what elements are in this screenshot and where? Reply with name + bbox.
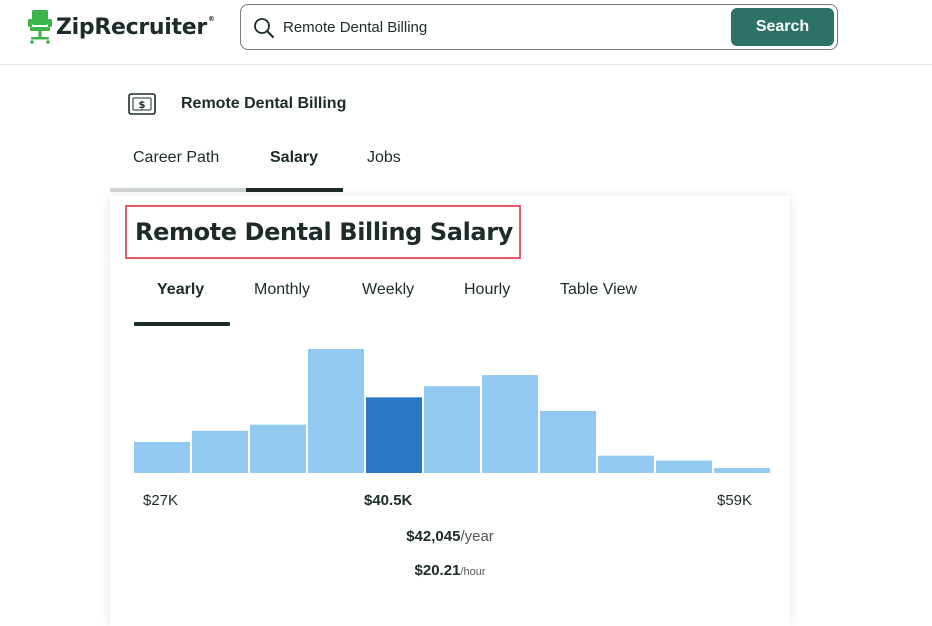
search-input[interactable] <box>283 14 723 40</box>
histogram-bar[interactable] <box>192 430 248 473</box>
tab-jobs[interactable]: Jobs <box>367 149 401 166</box>
money-icon: $ <box>128 93 156 115</box>
search-bar: Search <box>240 4 838 50</box>
salary-card: Remote Dental Billing Salary Yearly Mont… <box>110 196 790 626</box>
search-icon <box>254 18 274 38</box>
heading-highlight-box: Remote Dental Billing Salary <box>125 205 521 259</box>
annual-salary-value: $42,045 <box>406 528 461 545</box>
tabs-underline <box>110 188 343 192</box>
hourly-salary-unit: /hour <box>460 566 486 578</box>
job-title-row: $ Remote Dental Billing <box>128 92 346 116</box>
salary-heading: Remote Dental Billing Salary <box>135 218 513 246</box>
salary-histogram <box>134 349 770 473</box>
hourly-salary-value: $20.21 <box>414 562 461 579</box>
histogram-bar[interactable] <box>598 455 654 473</box>
tab-yearly[interactable]: Yearly <box>157 281 205 298</box>
top-header: ZipRecruiter® Search <box>0 0 932 65</box>
active-tab-underline <box>246 188 343 192</box>
annual-salary-unit: /year <box>460 528 494 545</box>
tab-monthly[interactable]: Monthly <box>254 281 311 298</box>
histogram-bar-highlighted[interactable] <box>366 397 422 473</box>
histogram-bar[interactable] <box>714 468 770 473</box>
histogram-bar[interactable] <box>308 349 364 473</box>
tab-career-path[interactable]: Career Path <box>133 149 220 166</box>
histogram-bar[interactable] <box>656 460 712 473</box>
tab-hourly[interactable]: Hourly <box>464 281 511 298</box>
hourly-salary: $20.21/hour <box>110 562 790 579</box>
tab-salary[interactable]: Salary <box>270 149 319 166</box>
chair-logo-icon <box>28 10 52 44</box>
job-title: Remote Dental Billing <box>181 95 347 112</box>
range-high-label: $59K <box>717 492 753 509</box>
range-mid-label: $40.5K <box>364 492 413 509</box>
histogram-bar[interactable] <box>250 424 306 473</box>
svg-text:$: $ <box>139 100 146 111</box>
range-low-label: $27K <box>143 492 179 509</box>
histogram-bar[interactable] <box>134 442 190 473</box>
search-button[interactable]: Search <box>731 8 834 46</box>
ziprecruiter-logo[interactable]: ZipRecruiter® <box>28 10 215 44</box>
logo-wordmark: ZipRecruiter® <box>56 14 215 40</box>
job-tabs: Career Path Salary Jobs <box>110 140 790 192</box>
period-tabs: Yearly Monthly Weekly Hourly Table View <box>110 272 790 328</box>
histogram-bar[interactable] <box>540 411 596 473</box>
active-period-underline <box>134 322 230 326</box>
annual-salary: $42,045/year <box>110 528 790 545</box>
tab-weekly[interactable]: Weekly <box>362 281 415 298</box>
histogram-bar[interactable] <box>482 375 538 473</box>
histogram-bar[interactable] <box>424 386 480 473</box>
tab-table-view[interactable]: Table View <box>560 281 638 298</box>
